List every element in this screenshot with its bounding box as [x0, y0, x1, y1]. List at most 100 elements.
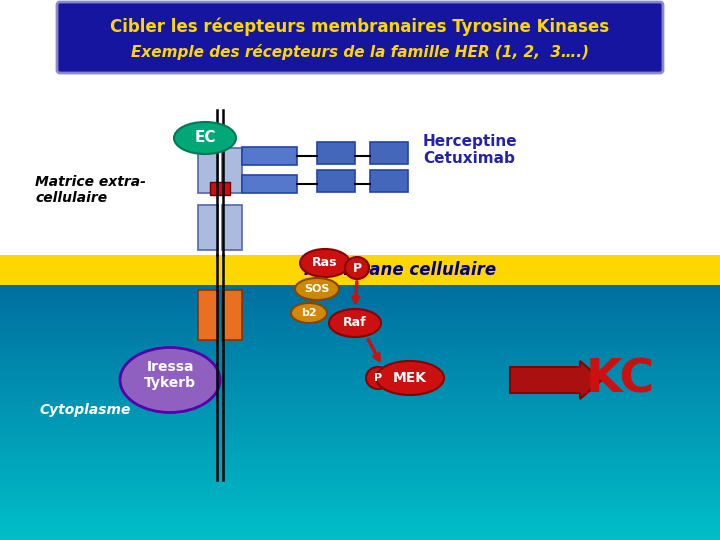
Bar	[210, 182, 230, 195]
Bar	[0, 287, 720, 290]
Text: P: P	[352, 261, 361, 274]
Ellipse shape	[295, 278, 339, 300]
Bar	[0, 364, 720, 367]
Bar	[0, 352, 720, 354]
Bar	[0, 300, 720, 303]
Bar	[0, 303, 720, 306]
Bar	[0, 315, 720, 318]
Text: SOS: SOS	[305, 284, 330, 294]
Bar	[0, 517, 720, 519]
Bar	[0, 438, 720, 441]
Bar	[0, 417, 720, 420]
Bar	[0, 489, 720, 491]
Bar	[198, 148, 218, 193]
Bar	[0, 433, 720, 435]
Bar	[0, 446, 720, 448]
Bar	[0, 321, 720, 323]
Bar	[0, 359, 720, 361]
Bar	[0, 397, 720, 400]
Bar	[0, 426, 720, 428]
Bar	[370, 142, 408, 164]
Bar	[0, 285, 720, 287]
Text: Herceptine
Cetuximab: Herceptine Cetuximab	[423, 134, 518, 166]
Bar	[0, 469, 720, 471]
Bar	[0, 306, 720, 308]
Bar	[0, 293, 720, 295]
Bar	[0, 407, 720, 410]
Bar	[0, 484, 720, 487]
Bar	[0, 527, 720, 530]
Bar	[0, 349, 720, 352]
Bar	[0, 494, 720, 497]
Bar	[0, 402, 720, 405]
Bar	[0, 453, 720, 456]
Ellipse shape	[376, 361, 444, 395]
Ellipse shape	[300, 249, 350, 277]
Bar	[0, 361, 720, 364]
Text: Iressa
Tykerb: Iressa Tykerb	[144, 360, 196, 390]
Bar	[0, 537, 720, 540]
Text: Ras: Ras	[312, 256, 338, 269]
Bar	[0, 532, 720, 535]
Bar	[0, 377, 720, 379]
Bar	[0, 405, 720, 407]
Bar	[0, 476, 720, 479]
Bar	[0, 310, 720, 313]
Bar	[0, 471, 720, 474]
Bar	[0, 507, 720, 509]
Bar	[0, 290, 720, 293]
Bar	[0, 395, 720, 397]
Bar	[0, 384, 720, 387]
Bar	[0, 392, 720, 395]
Bar	[198, 205, 218, 250]
Bar	[0, 367, 720, 369]
Text: P: P	[374, 373, 382, 383]
Bar	[0, 487, 720, 489]
Bar	[0, 413, 720, 415]
Bar	[0, 343, 720, 346]
Bar	[0, 333, 720, 336]
Bar	[0, 323, 720, 326]
Bar	[0, 0, 720, 255]
Bar	[0, 341, 720, 343]
Bar	[370, 170, 408, 192]
Bar	[0, 463, 720, 466]
Bar	[0, 443, 720, 446]
Bar	[0, 295, 720, 298]
Ellipse shape	[329, 309, 381, 337]
Bar	[198, 290, 218, 340]
Bar	[0, 379, 720, 382]
Bar	[0, 481, 720, 484]
Bar	[0, 420, 720, 423]
Bar	[0, 451, 720, 453]
Bar	[0, 435, 720, 438]
Text: b2: b2	[301, 308, 317, 318]
Bar	[0, 491, 720, 494]
Bar	[0, 497, 720, 499]
Bar	[0, 415, 720, 417]
Bar	[0, 346, 720, 349]
Bar	[0, 428, 720, 430]
Bar	[0, 336, 720, 339]
Bar	[0, 509, 720, 512]
Bar	[317, 142, 355, 164]
Bar	[242, 147, 297, 165]
Bar	[0, 387, 720, 389]
Bar	[0, 441, 720, 443]
Bar	[0, 331, 720, 333]
Bar	[0, 458, 720, 461]
Bar	[0, 328, 720, 331]
Bar	[0, 255, 720, 285]
Bar	[0, 354, 720, 356]
FancyBboxPatch shape	[57, 2, 663, 73]
Bar	[0, 530, 720, 532]
Ellipse shape	[366, 367, 390, 389]
Bar	[0, 423, 720, 426]
Bar	[0, 410, 720, 413]
Bar	[0, 504, 720, 507]
Bar	[317, 170, 355, 192]
Bar	[0, 525, 720, 527]
Bar	[0, 502, 720, 504]
Bar	[0, 339, 720, 341]
Bar	[0, 448, 720, 451]
